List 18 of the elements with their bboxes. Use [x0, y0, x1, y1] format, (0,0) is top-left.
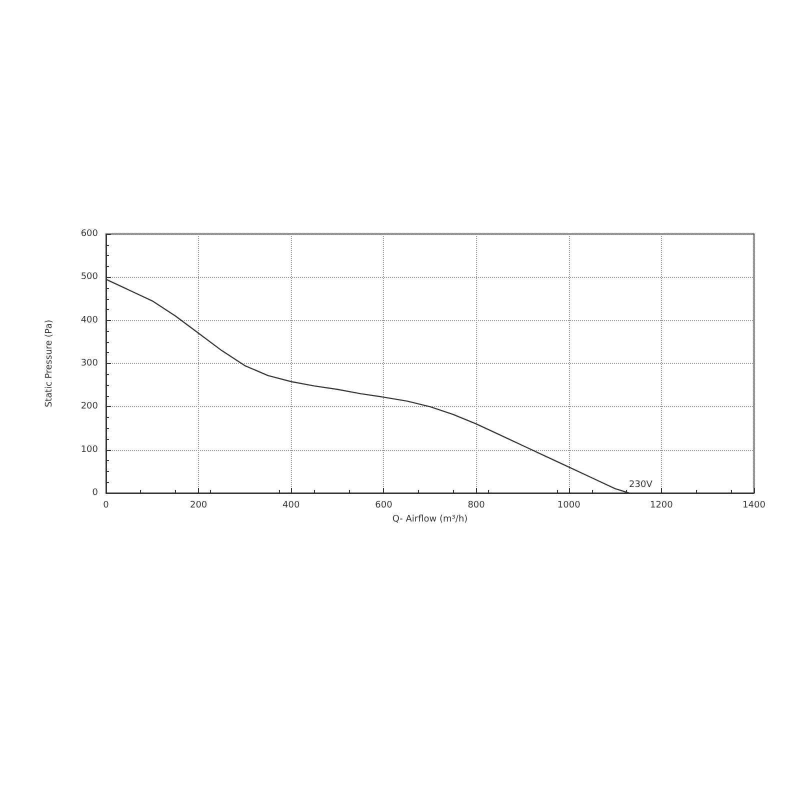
- y-tick-label: 600: [80, 229, 98, 239]
- y-axis-title: Static Pressure (Pa): [44, 320, 54, 408]
- y-tick-label: 200: [80, 402, 98, 412]
- series-label: 230V: [629, 480, 654, 490]
- y-tick-label: 400: [80, 315, 98, 326]
- x-tick-label: 1000: [557, 500, 581, 510]
- x-axis-title: Q- Airflow (m³/h): [392, 514, 468, 524]
- y-tick-label: 100: [80, 444, 98, 455]
- x-tick-label: 1400: [742, 500, 766, 510]
- x-tick-label: 0: [103, 500, 110, 510]
- x-tick-label: 400: [282, 500, 300, 510]
- y-tick-label: 500: [80, 272, 98, 282]
- y-tick-label: 300: [80, 358, 98, 368]
- y-tick-label: 0: [92, 488, 98, 498]
- x-tick-label: 600: [375, 500, 393, 510]
- x-tick-label: 1200: [650, 500, 674, 510]
- x-tick-label: 800: [468, 500, 486, 510]
- x-tick-label: 200: [190, 500, 208, 510]
